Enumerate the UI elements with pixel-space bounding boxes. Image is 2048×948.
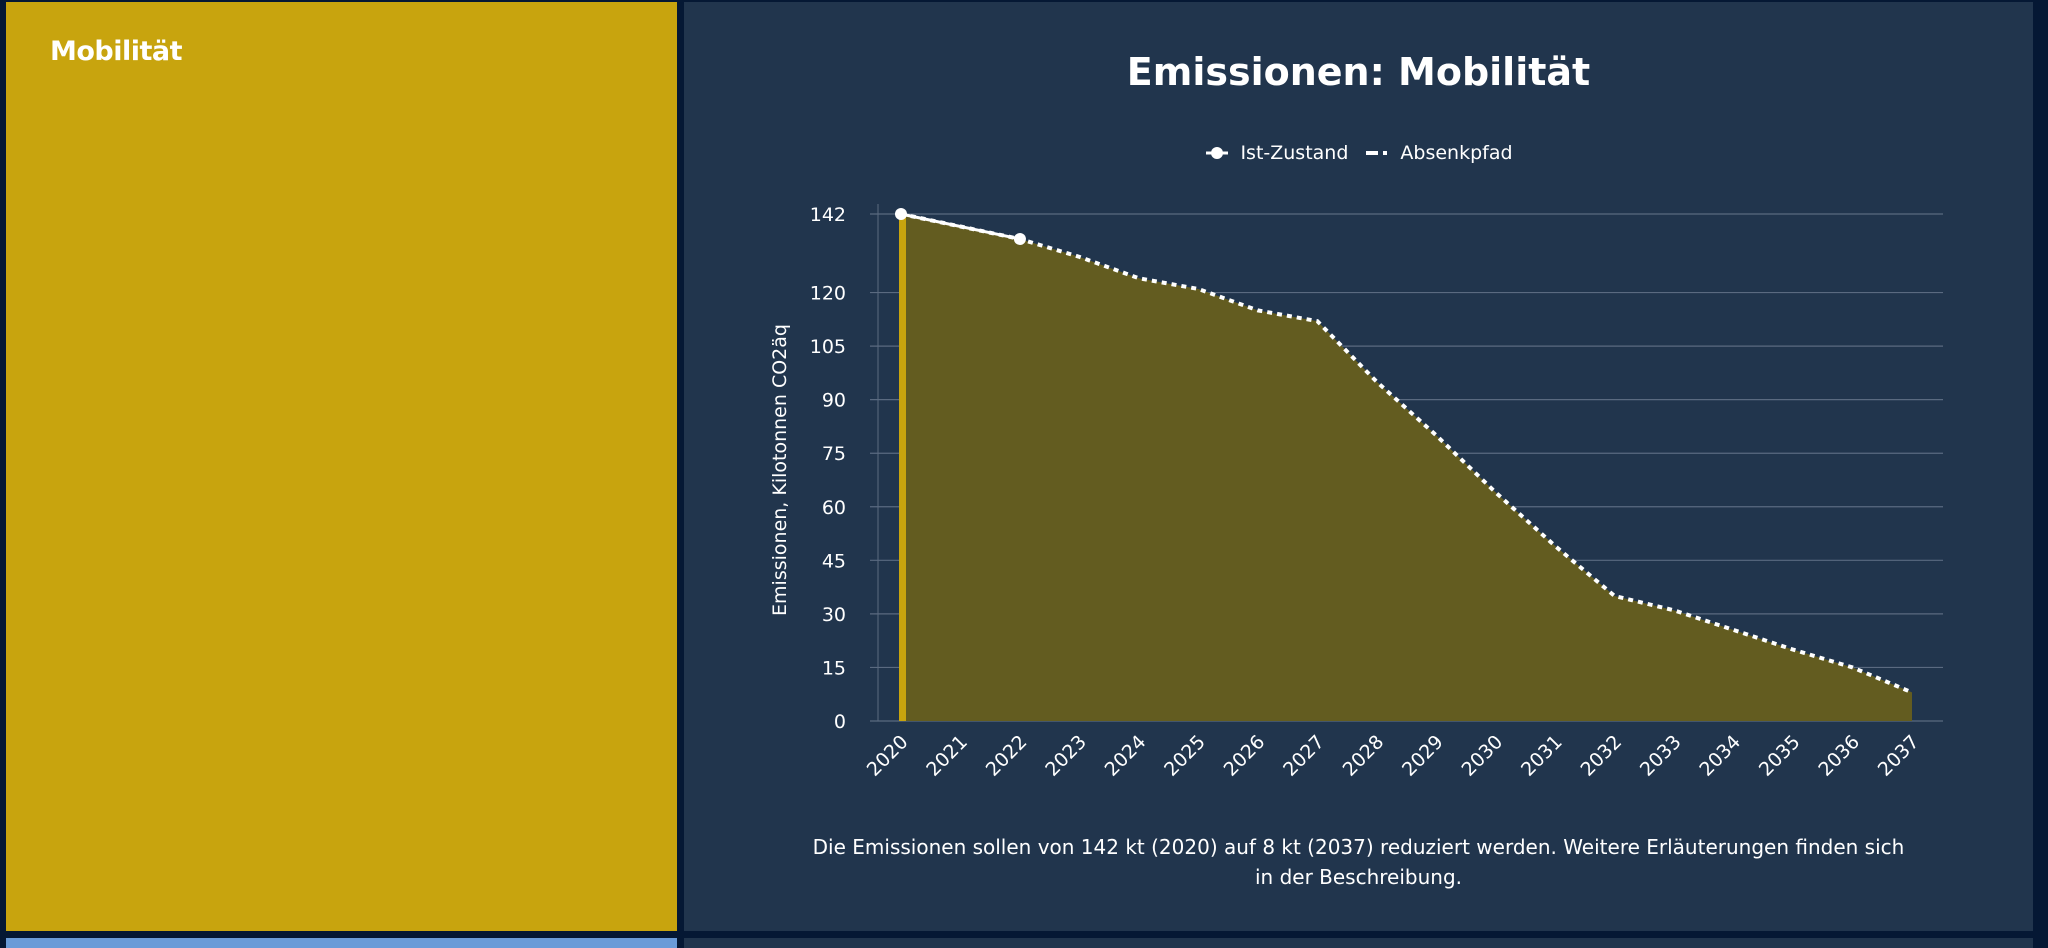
ist-zustand-point: [1013, 232, 1026, 245]
line-marker-icon: [1206, 147, 1229, 159]
y-tick-label: 15: [822, 657, 846, 679]
x-tick-label: 2025: [1160, 731, 1210, 781]
ist-zustand-point: [895, 208, 907, 220]
x-tick-label: 2036: [1814, 731, 1864, 781]
x-tick-label: 2027: [1279, 731, 1329, 781]
absenkpfad-area: [901, 214, 1912, 721]
x-tick-label: 2030: [1457, 731, 1507, 781]
x-tick-label: 2031: [1517, 731, 1567, 781]
y-axis-title: Emissionen, Kilotonnen CO2äq: [769, 324, 791, 616]
dashed-line-icon: [1366, 151, 1389, 155]
ist-zustand-line: [900, 212, 1021, 241]
y-tick-label: 60: [822, 497, 846, 519]
x-tick-label: 2023: [1041, 731, 1091, 781]
x-tick-label: 2028: [1339, 731, 1389, 781]
y-tick-label: 0: [834, 711, 846, 733]
absenkpfad-line: [900, 212, 1913, 695]
y-tick-label: 120: [810, 283, 846, 305]
sector-title: Mobilität: [50, 36, 183, 67]
sector-card-mobilitaet[interactable]: Mobilität: [6, 2, 677, 931]
legend-item-ist-zustand[interactable]: Ist-Zustand: [1204, 142, 1348, 164]
x-tick-label: 2021: [922, 731, 972, 781]
y-tick-label: 105: [810, 336, 846, 358]
y-tick-label: 45: [822, 550, 846, 572]
x-tick-label: 2032: [1576, 731, 1626, 781]
chart-description: Die Emissionen sollen von 142 kt (2020) …: [812, 835, 1905, 889]
x-tick-label: 2029: [1398, 731, 1448, 781]
x-tick-label: 2020: [863, 731, 913, 781]
y-tick-label: 75: [822, 443, 846, 465]
x-tick-label: 2024: [1101, 731, 1151, 781]
legend-label: Ist-Zustand: [1240, 142, 1349, 164]
legend-item-absenkpfad[interactable]: Absenkpfad: [1364, 142, 1513, 164]
y-tick-label: 142: [810, 204, 846, 226]
chart-title: Emissionen: Mobilität: [1126, 50, 1591, 94]
x-tick-label: 2034: [1695, 731, 1745, 781]
x-tick-label: 2035: [1755, 731, 1805, 781]
y-tick-label: 90: [822, 390, 846, 412]
legend: Ist-Zustand Absenkpfad: [684, 142, 2033, 164]
highlight-bar-2020: [899, 214, 906, 721]
x-tick-label: 2022: [982, 731, 1032, 781]
y-tick-label: 30: [822, 604, 846, 626]
x-tick-label: 2033: [1636, 731, 1686, 781]
x-tick-label: 2037: [1874, 731, 1924, 781]
chart-panel: Emissionen: Mobilität Ist-Zustand Absenk…: [684, 2, 2033, 931]
x-tick-label: 2026: [1220, 731, 1270, 781]
legend-label: Absenkpfad: [1400, 142, 1513, 164]
